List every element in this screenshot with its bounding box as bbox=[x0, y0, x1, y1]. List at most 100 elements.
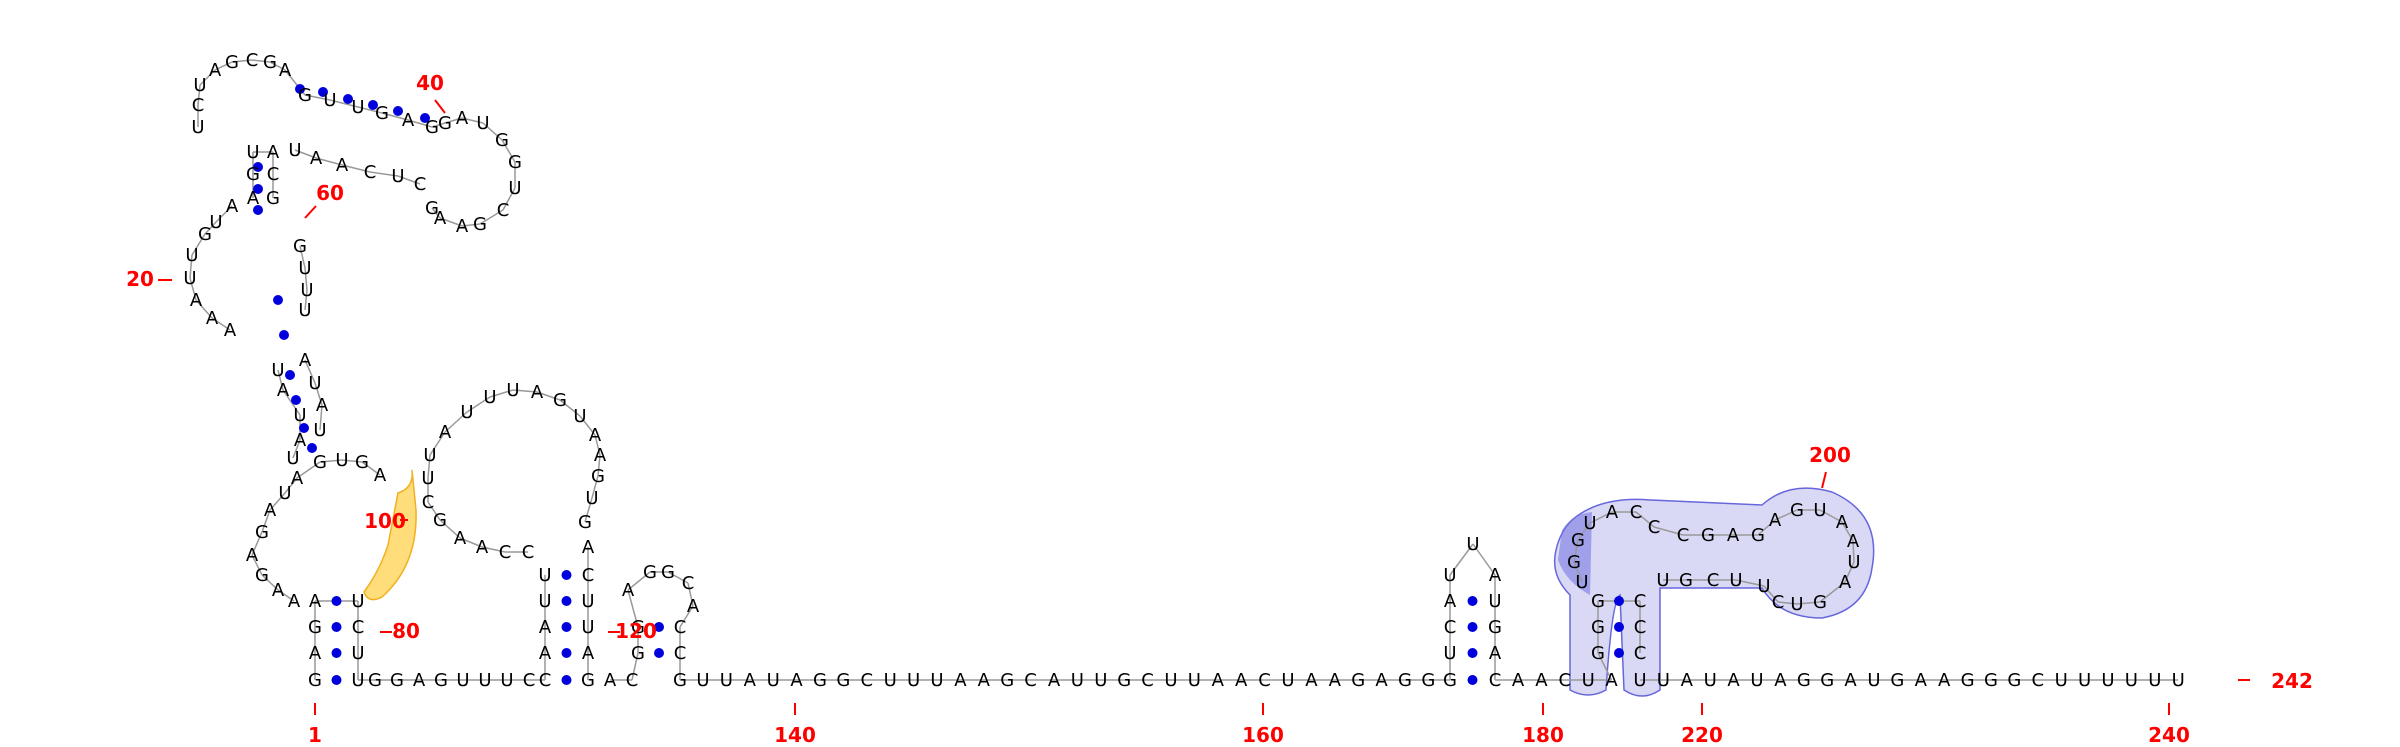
base-pair-dot bbox=[253, 184, 263, 194]
backbone-segment bbox=[439, 217, 463, 227]
base-pair-dot bbox=[654, 648, 664, 658]
nucleotide: C bbox=[1634, 591, 1647, 612]
backbone-segment bbox=[1774, 509, 1798, 521]
nucleotide: C bbox=[674, 643, 687, 664]
backbone-segment bbox=[1819, 581, 1846, 603]
nucleotide: A bbox=[291, 468, 304, 489]
backbone-segment bbox=[479, 209, 504, 225]
backbone-segment bbox=[591, 475, 599, 499]
nucleotide: U bbox=[500, 670, 513, 691]
backbone-segment bbox=[292, 439, 301, 459]
backbone-segment bbox=[284, 477, 298, 494]
backbone-segment bbox=[631, 652, 639, 681]
base-pair-layer bbox=[253, 84, 1624, 685]
backbone-segment bbox=[261, 509, 271, 533]
nucleotide: G bbox=[355, 452, 369, 473]
nucleotide: U bbox=[335, 450, 348, 471]
nucleotide: U bbox=[351, 97, 364, 118]
nucleotide: C bbox=[1677, 525, 1690, 546]
backbone-segment bbox=[559, 399, 581, 417]
nucleotide: U bbox=[1466, 534, 1479, 555]
nucleotide: G bbox=[1820, 670, 1834, 691]
base-pair-dot bbox=[318, 87, 328, 97]
nucleotide: U bbox=[351, 591, 364, 612]
nucleotide: A bbox=[589, 425, 602, 446]
base-pair-dot bbox=[1467, 648, 1478, 658]
nucleotide: G bbox=[298, 85, 312, 106]
backbone-segment bbox=[294, 149, 317, 159]
nucleotide: A bbox=[622, 580, 635, 601]
nucleotide: U bbox=[1867, 670, 1880, 691]
base-pair-dot bbox=[1614, 596, 1624, 606]
nucleotide: A bbox=[434, 208, 447, 229]
nucleotide: G bbox=[1813, 592, 1827, 613]
nucleotide: A bbox=[1836, 512, 1849, 533]
base-pair-dot bbox=[420, 113, 430, 123]
nucleotide: A bbox=[1048, 670, 1061, 691]
nucleotide: U bbox=[581, 617, 594, 638]
backbone-segment bbox=[215, 205, 233, 223]
nucleotide: G bbox=[1591, 591, 1605, 612]
backbone-segment bbox=[1844, 561, 1855, 583]
nucleotide: A bbox=[294, 430, 307, 451]
nucleotide: C bbox=[246, 50, 259, 71]
nucleotide: C bbox=[1630, 502, 1643, 523]
nucleotide: G bbox=[1000, 670, 1014, 691]
nucleotide: G bbox=[2007, 670, 2021, 691]
nucleotide: G bbox=[673, 670, 687, 691]
nucleotide: A bbox=[790, 670, 803, 691]
position-label-180: 180 bbox=[1522, 723, 1564, 747]
nucleotide: A bbox=[316, 395, 329, 416]
base-pair-dot bbox=[273, 295, 283, 305]
nucleotide: U bbox=[423, 445, 436, 466]
nucleotide: C bbox=[1648, 517, 1661, 538]
nucleotide: G bbox=[581, 670, 595, 691]
nucleotide: U bbox=[907, 670, 920, 691]
nucleotide: U bbox=[1094, 670, 1107, 691]
nucleotide: U bbox=[298, 300, 311, 321]
nucleotide: A bbox=[594, 445, 607, 466]
nucleotide: A bbox=[531, 382, 544, 403]
position-label-240: 240 bbox=[2148, 723, 2190, 747]
nucleotide: G bbox=[1591, 617, 1605, 638]
nucleotide: G bbox=[313, 452, 327, 473]
nucleotide: G bbox=[308, 617, 322, 638]
base-pair-dot bbox=[295, 84, 305, 94]
blue-highlight-region bbox=[1553, 487, 1875, 697]
base-pair-dot bbox=[561, 675, 572, 685]
nucleotide: U bbox=[1656, 570, 1669, 591]
backbone-segment bbox=[1635, 511, 1655, 528]
backbone-segment bbox=[1472, 543, 1496, 576]
position-label-220: 220 bbox=[1681, 723, 1723, 747]
nucleotide: A bbox=[1535, 670, 1548, 691]
nucleotide: U bbox=[1633, 670, 1646, 691]
nucleotide: A bbox=[476, 537, 489, 558]
nucleotide: A bbox=[272, 580, 285, 601]
backbone-layer bbox=[189, 59, 2179, 681]
nucleotide: A bbox=[539, 617, 552, 638]
backbone-segment bbox=[1796, 601, 1821, 605]
nucleotide: G bbox=[1790, 500, 1804, 521]
backbone-segment bbox=[427, 501, 441, 521]
base-pair-dot bbox=[331, 675, 342, 685]
backbone-segment bbox=[444, 117, 463, 124]
backbone-segment bbox=[489, 389, 514, 398]
backbone-segment bbox=[431, 207, 441, 219]
nucleotide: G bbox=[495, 130, 509, 151]
backbone-segment bbox=[315, 157, 343, 166]
backbone-segment bbox=[231, 59, 253, 63]
position-tick bbox=[304, 205, 317, 219]
nucleotide: A bbox=[1444, 591, 1457, 612]
nucleotide: G bbox=[813, 670, 827, 691]
nucleotide: U bbox=[193, 75, 206, 96]
nucleotide: U bbox=[2148, 670, 2161, 691]
nucleotide: U bbox=[460, 402, 473, 423]
backbone-segment bbox=[304, 267, 308, 291]
backbone-segment bbox=[296, 461, 321, 479]
nucleotide: U bbox=[1582, 670, 1595, 691]
base-pair-dot bbox=[1467, 622, 1478, 632]
backbone-segment bbox=[667, 571, 689, 584]
nucleotide: A bbox=[1769, 510, 1782, 531]
nucleotide: G bbox=[1488, 617, 1502, 638]
nucleotide: C bbox=[1141, 670, 1154, 691]
